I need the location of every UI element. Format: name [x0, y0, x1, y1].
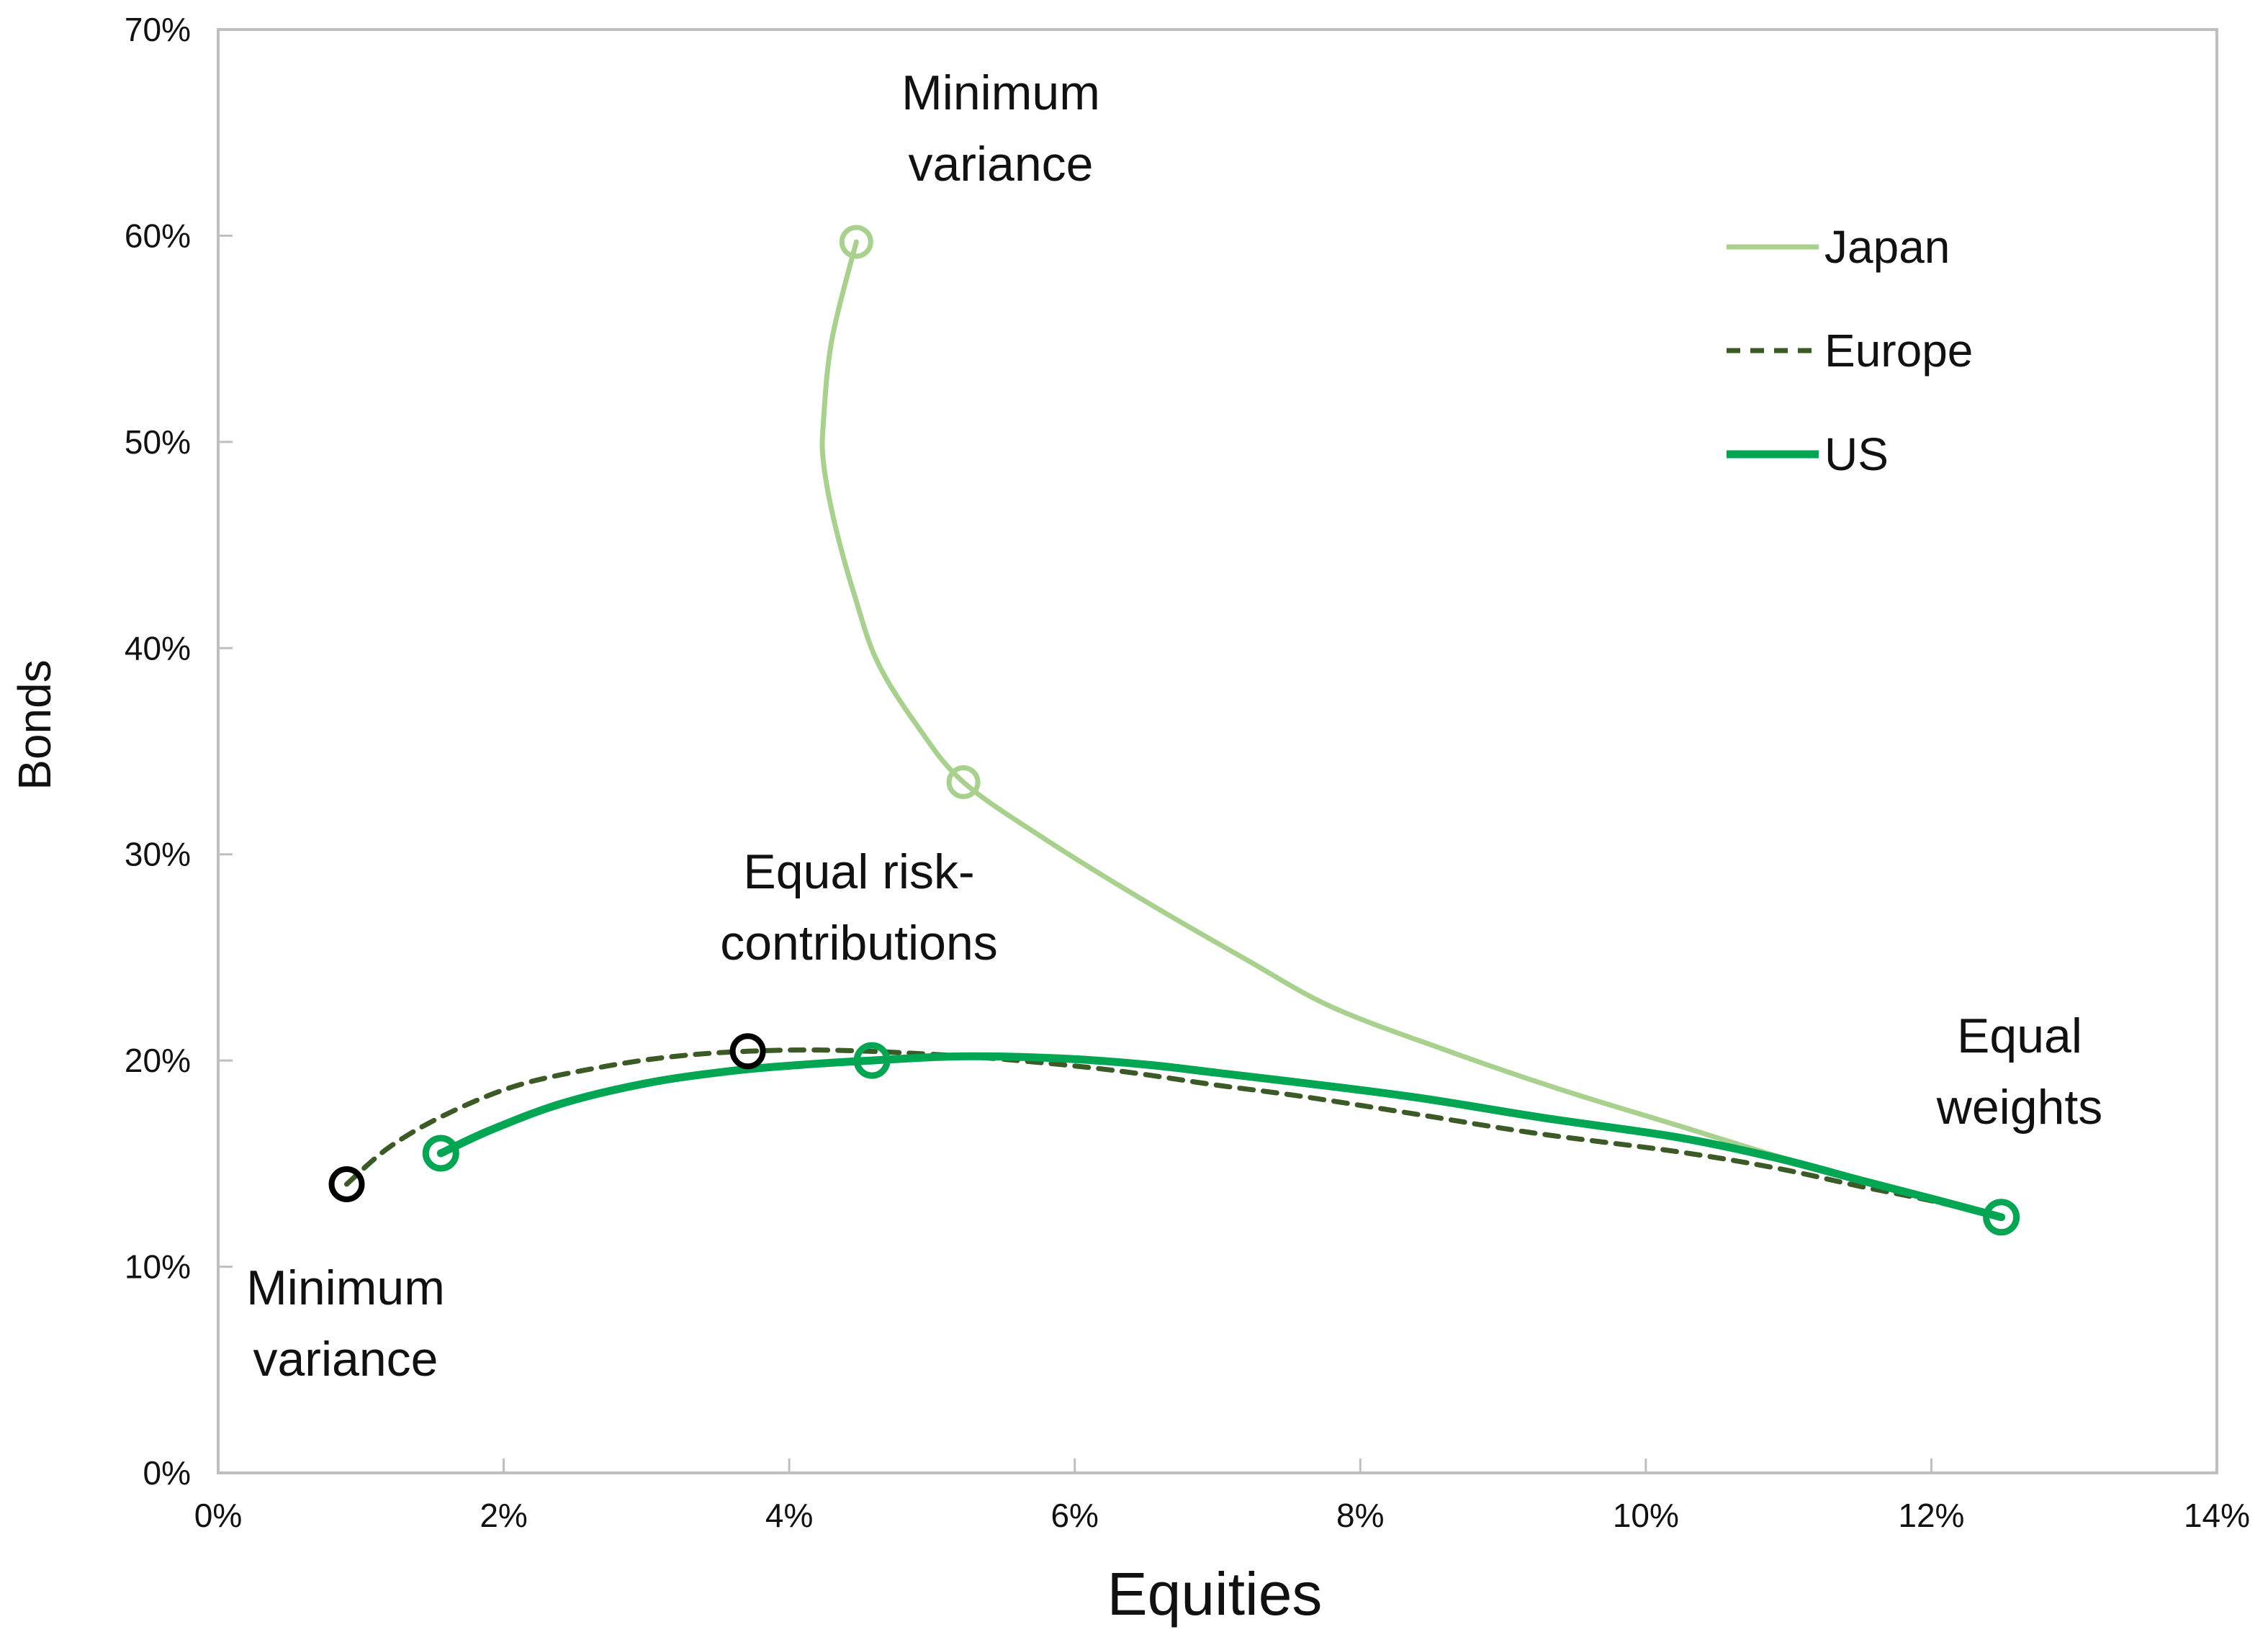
y-tick-label: 0% [143, 1454, 191, 1492]
equal-weights-shared-marker [1983, 1199, 2020, 1236]
legend-item-us: US [1727, 402, 1973, 506]
annotation-line: variance [908, 137, 1094, 191]
y-tick-label: 60% [125, 217, 191, 254]
annotation-equal-risk-contributions: Equal risk- contributions [720, 837, 998, 979]
legend-swatch-us [1727, 446, 1819, 463]
x-tick-label: 12% [1898, 1497, 1964, 1534]
y-tick-label: 50% [125, 423, 191, 461]
japan-line [819, 239, 2004, 1220]
legend-label: Japan [1824, 221, 1950, 273]
annotation-line: weights [1936, 1080, 2103, 1135]
annotation-minimum-variance-bottom: Minimum variance [246, 1253, 445, 1395]
legend-swatch-europe [1727, 342, 1819, 359]
annotation-line: contributions [720, 916, 998, 970]
y-axis-title: Bonds [9, 659, 60, 790]
europe-minimum-variance-marker [328, 1166, 365, 1202]
y-tick-label: 30% [125, 836, 191, 873]
y-tick-label: 10% [125, 1248, 191, 1286]
x-tick-label: 6% [1050, 1497, 1098, 1534]
us-line [436, 1052, 2006, 1222]
y-tick-label: 40% [125, 629, 191, 667]
annotation-equal-weights: Equal weights [1937, 1001, 2103, 1143]
legend-swatch-japan [1727, 238, 1819, 256]
x-tick-label: 2% [480, 1497, 527, 1534]
x-tick-label: 0% [194, 1497, 242, 1534]
us-minimum-variance-marker [422, 1135, 459, 1172]
x-tick-label: 10% [1613, 1497, 1679, 1534]
annotation-line: Minimum [901, 66, 1100, 120]
x-tick-label: 14% [2184, 1497, 2250, 1534]
legend-label: US [1824, 428, 1889, 480]
plot-border [217, 28, 2218, 1474]
annotation-minimum-variance-top: Minimum variance [901, 58, 1100, 200]
annotation-line: variance [253, 1332, 438, 1387]
us-equal-risk-contributions-marker [853, 1042, 891, 1079]
x-axis-title: Equities [1107, 1560, 1323, 1628]
y-tick-label: 70% [125, 11, 191, 48]
x-tick-label: 4% [765, 1497, 813, 1534]
y-tick-label: 20% [125, 1042, 191, 1079]
annotation-line: Minimum [246, 1261, 445, 1315]
annotation-line: Equal [1957, 1009, 2082, 1063]
legend-label: Europe [1824, 325, 1974, 377]
x-tick-label: 8% [1336, 1497, 1384, 1534]
legend-item-japan: Japan [1727, 195, 1973, 299]
europe-line [343, 1047, 2004, 1220]
europe-equal-risk-contributions-marker [729, 1033, 766, 1070]
japan-minimum-variance-marker [839, 225, 873, 259]
japan-equal-risk-contributions-marker [946, 765, 981, 799]
annotation-line: Equal risk- [743, 844, 975, 899]
legend-item-europe: Europe [1727, 299, 1973, 402]
legend: Japan Europe US [1727, 195, 1973, 506]
